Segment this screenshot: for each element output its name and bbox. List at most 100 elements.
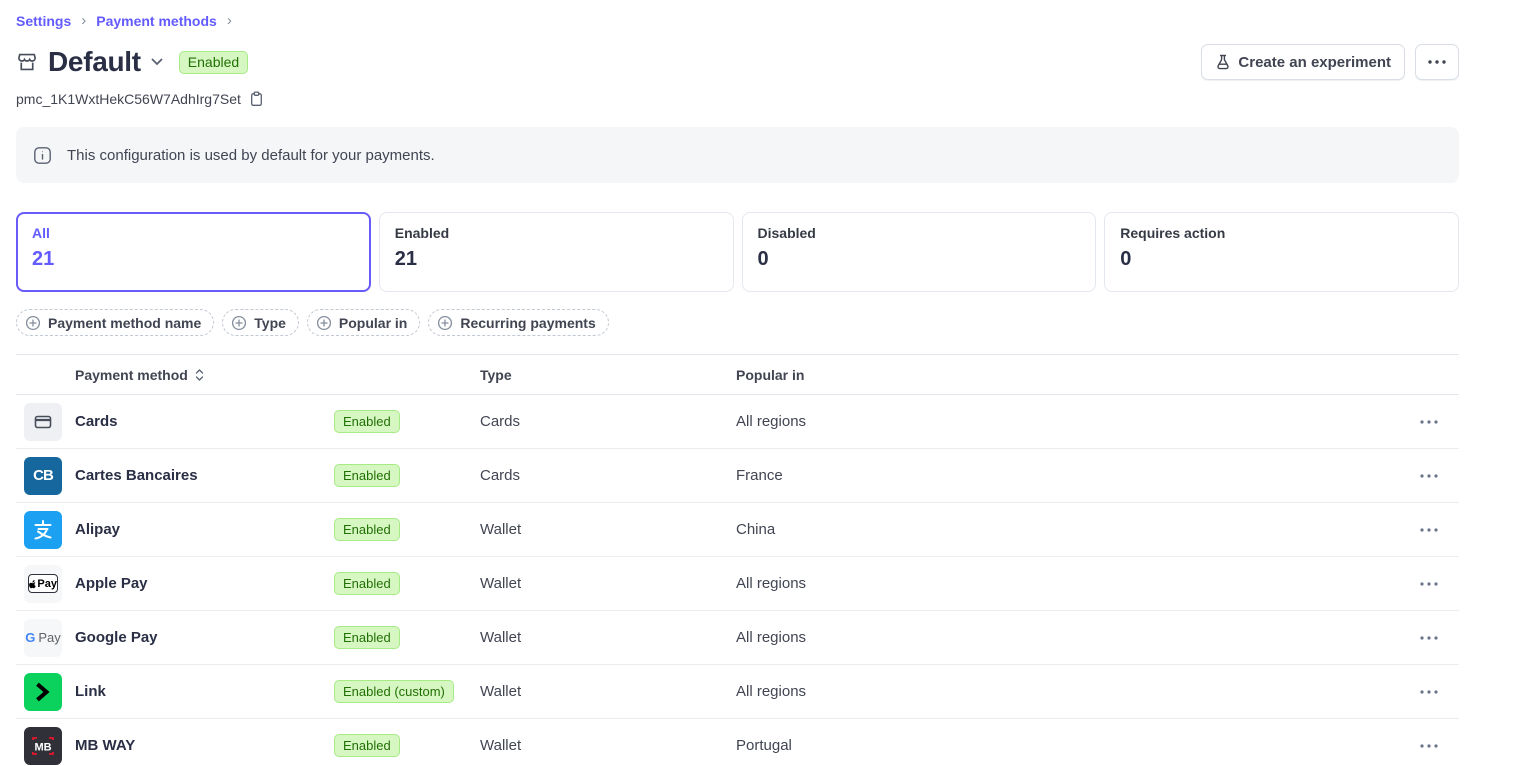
payment-method-cell: Cards [16,402,334,441]
popular-in-cell: All regions [736,413,807,430]
status-cell: Enabled [334,626,480,649]
row-status-badge: Enabled (custom) [334,680,454,703]
breadcrumb-payment-methods[interactable]: Payment methods [96,13,217,29]
table-row[interactable]: Cards Enabled Cards All regions [16,395,1459,449]
status-cell: Enabled [334,572,480,595]
filter-pill-label: Popular in [338,314,408,331]
table-row[interactable]: MB MB WAY Enabled Wallet Portugal [16,719,1459,766]
ellipsis-icon [1420,689,1438,694]
stat-card[interactable]: All 21 [16,212,371,292]
alipay-icon [24,510,62,549]
filter-pill[interactable]: Recurring payments [428,309,609,336]
plus-circle-icon [437,315,453,331]
table-row[interactable]: CB Cartes Bancaires Enabled Cards France [16,449,1459,503]
popular-in-cell: All regions [736,683,807,700]
mb-way-icon: MB [24,726,62,765]
row-status-badge: Enabled [334,518,400,541]
filter-pill[interactable]: Payment method name [16,309,215,336]
row-status-badge: Enabled [334,464,400,487]
payment-methods-page: Settings › Payment methods › Default Ena… [16,0,1459,766]
status-cell: Enabled [334,464,480,487]
stat-value: 21 [394,248,417,270]
chevron-right-icon: › [81,11,87,29]
column-header-label: Payment method [75,366,188,383]
create-experiment-button[interactable]: Create an experiment [1201,44,1405,80]
row-overflow-button[interactable] [1415,518,1443,542]
filters-row: Payment method name Type Popular in Recu… [16,309,1459,336]
row-overflow-button[interactable] [1415,464,1443,488]
payment-method-cell: Pay Apple Pay [16,564,334,603]
payment-method-cell: MB MB WAY [16,726,334,765]
row-status-badge: Enabled [334,734,400,757]
config-id: pmc_1K1WxtHekC56W7AdhIrg7Set [16,91,241,107]
payment-method-cell: Alipay [16,510,334,549]
storefront-icon [16,51,38,73]
row-status-badge: Enabled [334,410,400,433]
row-overflow-button[interactable] [1415,410,1443,434]
table-row[interactable]: Link Enabled (custom) Wallet All regions [16,665,1459,719]
type-cell: Cards [480,467,521,484]
stat-value: 0 [757,248,769,270]
stat-card[interactable]: Disabled 0 [741,212,1097,292]
filter-pill[interactable]: Popular in [306,309,421,336]
table-row[interactable]: G Pay Google Pay Enabled Wallet All regio… [16,611,1459,665]
row-status-badge: Enabled [334,626,400,649]
copy-icon[interactable] [249,91,264,107]
create-experiment-label: Create an experiment [1238,53,1391,71]
stat-card[interactable]: Enabled 21 [378,212,734,292]
type-cell: Wallet [480,737,522,754]
page-header: Default Enabled Create an experiment [16,42,1459,82]
status-cell: Enabled [334,518,480,541]
row-overflow-button[interactable] [1415,572,1443,596]
table-row[interactable]: Pay Apple Pay Enabled Wallet All regions [16,557,1459,611]
chevron-down-icon[interactable] [151,58,163,66]
payment-method-name: Link [75,683,106,700]
ellipsis-icon [1420,635,1438,640]
info-icon [33,146,52,165]
row-overflow-button[interactable] [1415,626,1443,650]
filter-pill[interactable]: Type [222,309,299,336]
header-overflow-button[interactable] [1415,44,1459,80]
ellipsis-icon [1428,60,1446,64]
payment-method-name: Apple Pay [75,575,148,592]
breadcrumb-settings[interactable]: Settings [16,13,72,29]
plus-circle-icon [231,315,247,331]
popular-in-cell: All regions [736,575,807,592]
row-overflow-button[interactable] [1415,734,1443,758]
stat-card[interactable]: Requires action 0 [1104,212,1459,292]
row-status-badge: Enabled [334,572,400,595]
link-icon [24,672,62,711]
payment-method-name: Alipay [75,521,121,538]
banner-text: This configuration is used by default fo… [67,146,435,164]
breadcrumb: Settings › Payment methods › [16,0,1459,30]
stat-label: Requires action [1120,225,1226,241]
popular-in-cell: China [736,521,776,538]
payment-method-name: MB WAY [75,737,136,754]
filter-pill-label: Recurring payments [460,314,596,331]
column-header-type: Type [480,366,512,383]
filter-pill-label: Payment method name [48,314,202,331]
status-badge: Enabled [178,50,249,74]
stat-label: All [32,225,50,241]
payment-method-name: Cards [75,413,118,430]
status-cell: Enabled [334,734,480,757]
plus-circle-icon [25,315,41,331]
ellipsis-icon [1420,419,1438,424]
stat-value: 21 [32,248,55,270]
sort-icon [194,368,205,381]
plus-circle-icon [316,315,332,331]
stat-value: 0 [1120,248,1132,270]
status-cell: Enabled [334,410,480,433]
info-banner: This configuration is used by default fo… [16,127,1459,183]
config-id-row: pmc_1K1WxtHekC56W7AdhIrg7Set [16,91,1459,107]
column-header-payment-method[interactable]: Payment method [16,367,480,383]
ellipsis-icon [1420,743,1438,748]
popular-in-cell: All regions [736,629,807,646]
payment-method-cell: G Pay Google Pay [16,618,334,657]
stat-label: Enabled [394,225,450,241]
type-cell: Wallet [480,575,522,592]
type-cell: Wallet [480,683,522,700]
table-row[interactable]: Alipay Enabled Wallet China [16,503,1459,557]
row-overflow-button[interactable] [1415,680,1443,704]
chevron-right-icon: › [226,11,232,29]
